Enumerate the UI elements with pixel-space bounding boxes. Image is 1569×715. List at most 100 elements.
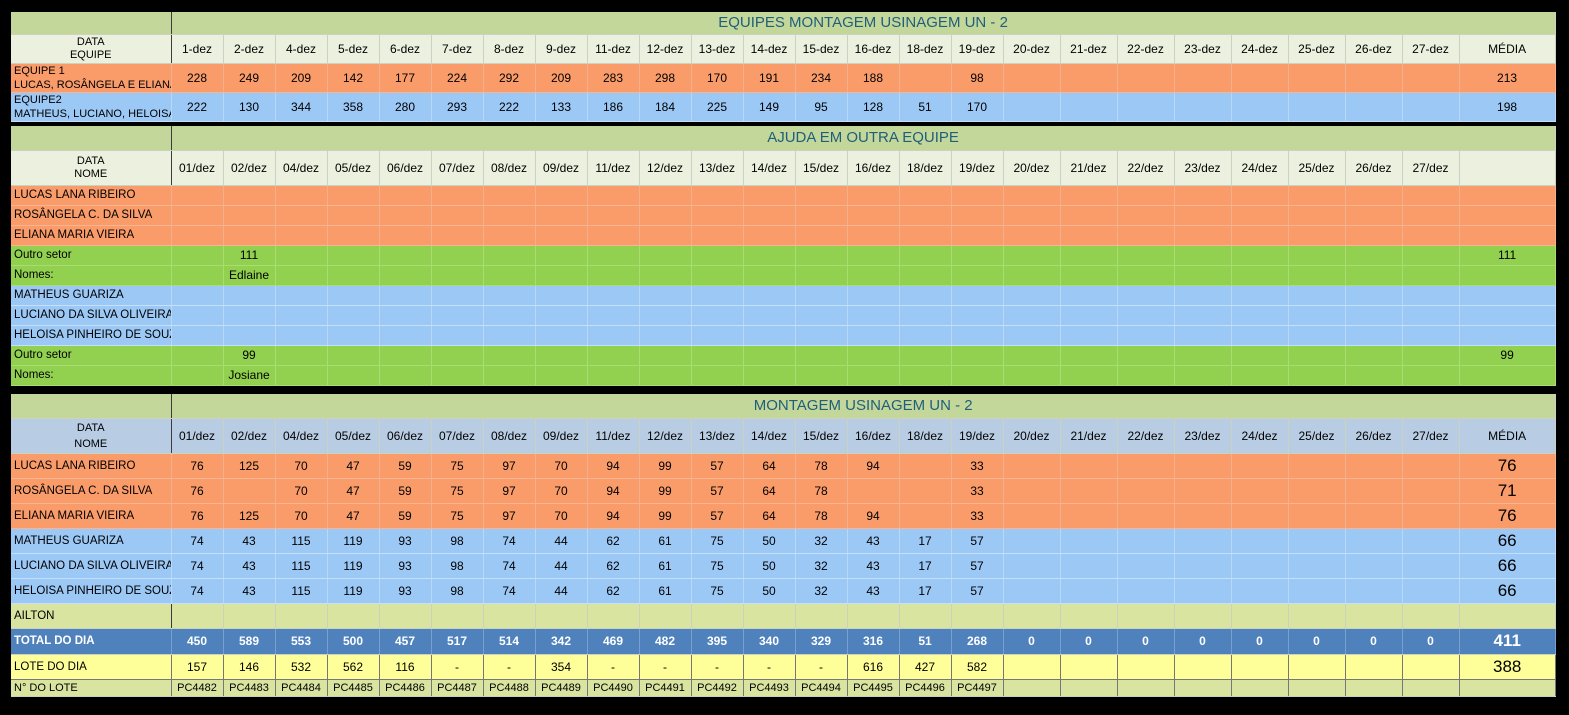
value-cell: [483, 265, 536, 286]
nlote-cell: PC4488: [483, 679, 536, 697]
date-header: 18/dez: [899, 150, 952, 186]
value-cell: [587, 285, 640, 306]
date-header: 19-dez: [951, 34, 1004, 64]
value-cell: [223, 603, 276, 629]
header-label-bottom: EQUIPE: [69, 48, 112, 61]
value-cell: [1117, 325, 1175, 346]
nlote-cell: [1345, 679, 1403, 697]
value-cell: [1060, 305, 1118, 326]
value-cell: 98: [431, 528, 484, 554]
value-cell: [379, 205, 432, 226]
value-cell: [1060, 365, 1118, 386]
value-cell: [275, 225, 328, 246]
date-header: 26/dez: [1345, 150, 1403, 186]
value-cell: 76: [171, 478, 224, 504]
value-cell: [899, 285, 952, 306]
value-cell: [535, 265, 588, 286]
team-members: MATHEUS, LUCIANO, HELOISA: [14, 107, 171, 120]
value-cell: [795, 285, 848, 306]
value-cell: [379, 305, 432, 326]
value-cell: 64: [743, 453, 796, 479]
value-cell: 119: [327, 578, 380, 604]
value-cell: 94: [847, 453, 900, 479]
value-cell: [1117, 185, 1175, 206]
nlote-cell: PC4496: [899, 679, 952, 697]
value-cell: [1174, 503, 1232, 529]
lote-cell: 157: [171, 654, 224, 680]
value-cell: [1231, 578, 1289, 604]
value-cell: [275, 305, 328, 326]
value-cell: [483, 205, 536, 226]
table-row: EQUIPE2 MATHEUS, LUCIANO, HELOISA 222 130 34…: [11, 92, 1556, 122]
date-header: 23-dez: [1174, 34, 1232, 64]
value-cell: [431, 285, 484, 306]
value-cell: 75: [691, 578, 744, 604]
value-cell: 50: [743, 578, 796, 604]
value-cell: [379, 285, 432, 306]
value-cell: [847, 345, 900, 366]
value-cell: [587, 265, 640, 286]
date-header: 09/dez: [535, 418, 588, 454]
lote-cell: 562: [327, 654, 380, 680]
value-cell: 32: [795, 528, 848, 554]
value-cell: [431, 365, 484, 386]
date-header: 12-dez: [639, 34, 692, 64]
date-header: 9-dez: [535, 34, 588, 64]
date-header: 16/dez: [847, 418, 900, 454]
section-equipes: EQUIPES MONTAGEM USINAGEM UN - 2 DATA EQU…: [11, 12, 1556, 122]
value-cell: 70: [275, 453, 328, 479]
value-cell: [743, 245, 796, 266]
section-montagem: MONTAGEM USINAGEM UN - 2 DATA NOME 01/dez 0…: [11, 394, 1556, 697]
value-cell: [171, 205, 224, 226]
media-cell: [1459, 325, 1556, 346]
value-cell: [431, 345, 484, 366]
value-cell: [847, 305, 900, 326]
value-cell: [431, 325, 484, 346]
media-header: [1459, 150, 1556, 186]
lote-cell: -: [483, 654, 536, 680]
date-header: 04/dez: [275, 418, 328, 454]
value-cell: [535, 225, 588, 246]
value-cell: [379, 265, 432, 286]
value-cell: [1231, 528, 1289, 554]
value-cell: [1174, 92, 1232, 122]
value-cell: [691, 265, 744, 286]
value-cell: [1117, 453, 1175, 479]
table-row: ELIANA MARIA VIEIRA: [11, 225, 1556, 246]
value-cell: [1174, 265, 1232, 286]
nlote-cell: PC4495: [847, 679, 900, 697]
value-cell: [535, 305, 588, 326]
media-cell: [1459, 603, 1556, 629]
equipes-table: EQUIPES MONTAGEM USINAGEM UN - 2 DATA EQU…: [11, 12, 1556, 122]
value-cell: [1402, 325, 1460, 346]
value-cell: [1117, 553, 1175, 579]
row-label: HELOISA PINHEIRO DE SOUZA: [11, 578, 172, 604]
value-cell: [691, 185, 744, 206]
ajuda-table: AJUDA EM OUTRA EQUIPE DATA NOME 01/dez 02/d…: [11, 126, 1556, 386]
value-cell: 119: [327, 528, 380, 554]
value-cell: 191: [743, 63, 796, 93]
date-header: 24/dez: [1231, 150, 1289, 186]
value-cell: [327, 225, 380, 246]
value-cell: [639, 305, 692, 326]
value-cell: [171, 225, 224, 246]
value-cell: [1231, 63, 1289, 93]
value-cell: 59: [379, 478, 432, 504]
value-cell: [899, 265, 952, 286]
value-cell: [327, 325, 380, 346]
value-cell: [795, 245, 848, 266]
table-row: Outro setor 111 111: [11, 245, 1556, 266]
value-cell: [639, 185, 692, 206]
value-cell: [1345, 478, 1403, 504]
value-cell: [639, 205, 692, 226]
date-header: 20/dez: [1003, 418, 1061, 454]
date-header: 01/dez: [171, 418, 224, 454]
header-label-top: DATA: [76, 154, 105, 167]
value-cell: [535, 365, 588, 386]
table-row: ROSÂNGELA C. DA SILVA: [11, 205, 1556, 226]
value-cell: [1117, 603, 1175, 629]
total-cell: 0: [1402, 628, 1460, 655]
date-header: 12/dez: [639, 418, 692, 454]
date-header: 24/dez: [1231, 418, 1289, 454]
value-cell: 61: [639, 553, 692, 579]
